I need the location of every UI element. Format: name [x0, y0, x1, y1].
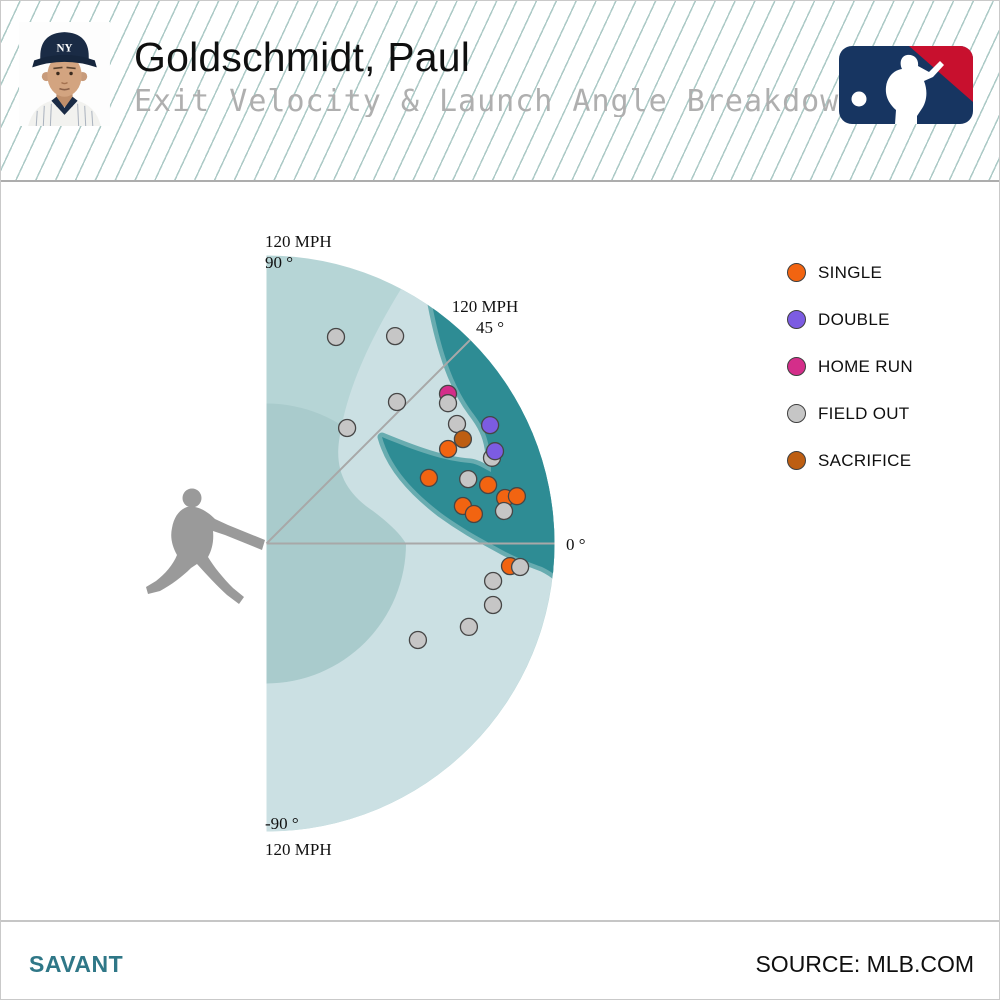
axis-labels: 120 MPH 90 ° 120 MPH 45 ° 0 ° -90 ° 120 MPH: [265, 232, 586, 859]
axis-label: -90 °: [265, 814, 299, 833]
axis-label: 120 MPH: [265, 840, 332, 859]
savant-brand: SAVANT: [29, 951, 124, 977]
ev-la-polar-chart: 120 MPH 90 ° 120 MPH 45 ° 0 ° -90 ° 120 MPH: [146, 232, 586, 859]
point-field_out[interactable]: [408, 630, 428, 650]
point-single[interactable]: [507, 487, 527, 506]
point-field_out[interactable]: [483, 571, 503, 591]
legend-label: SACRIFICE: [818, 450, 912, 470]
axis-label: 0 °: [566, 535, 586, 554]
header: NY Goldschmidt, Paul Exit Velocity & Lau…: [1, 1, 999, 182]
point-field_out[interactable]: [326, 327, 346, 347]
point-single[interactable]: [464, 504, 484, 524]
axis-label: 45 °: [476, 318, 504, 337]
legend-item-double[interactable]: DOUBLE: [787, 296, 913, 343]
field_out-swatch-icon: [787, 404, 806, 423]
point-single[interactable]: [419, 468, 439, 488]
point-field_out[interactable]: [483, 595, 503, 615]
point-field_out[interactable]: [459, 469, 478, 489]
point-field_out[interactable]: [510, 557, 530, 577]
legend-item-sacrifice[interactable]: SACRIFICE: [787, 437, 913, 484]
outcome-legend: SINGLE DOUBLE HOME RUN FIELD OUT SACRIFICE: [787, 249, 913, 484]
point-field_out[interactable]: [438, 394, 458, 413]
legend-label: FIELD OUT: [818, 403, 910, 423]
point-field_out[interactable]: [387, 392, 407, 412]
legend-item-field_out[interactable]: FIELD OUT: [787, 390, 913, 437]
mlb-logo-icon: [839, 46, 973, 124]
point-double[interactable]: [485, 442, 505, 461]
density-contour-high: [382, 301, 555, 579]
point-single[interactable]: [438, 439, 458, 459]
page-subtitle: Exit Velocity & Launch Angle Breakdown: [134, 87, 839, 117]
point-field_out[interactable]: [337, 418, 357, 438]
player-headshot: NY: [19, 22, 110, 126]
launch-angle-45-line: [265, 339, 471, 545]
source-credit: SOURCE: MLB.COM: [755, 951, 974, 977]
home_run-swatch-icon: [787, 357, 806, 376]
point-double[interactable]: [480, 415, 500, 435]
legend-label: HOME RUN: [818, 356, 913, 376]
axis-label: 120 MPH: [452, 297, 519, 316]
axis-label: 120 MPH: [265, 232, 332, 251]
axis-label: 90 °: [265, 253, 293, 272]
legend-item-home_run[interactable]: HOME RUN: [787, 343, 913, 390]
point-field_out[interactable]: [447, 414, 467, 434]
legend-item-single[interactable]: SINGLE: [787, 249, 913, 296]
footer: SAVANT SOURCE: MLB.COM: [1, 920, 999, 999]
point-field_out[interactable]: [494, 501, 514, 521]
sacrifice-swatch-icon: [787, 451, 806, 470]
double-swatch-icon: [787, 310, 806, 329]
point-field_out[interactable]: [459, 617, 479, 637]
legend-label: DOUBLE: [818, 309, 890, 329]
page-title: Goldschmidt, Paul: [134, 34, 471, 80]
single-swatch-icon: [787, 263, 806, 282]
batter-silhouette-icon: [146, 488, 265, 604]
point-sacrifice[interactable]: [453, 429, 473, 449]
batted-ball-points: [326, 326, 530, 650]
svg-text:NY: NY: [56, 42, 72, 54]
point-field_out[interactable]: [385, 326, 405, 346]
legend-label: SINGLE: [818, 262, 883, 282]
point-single[interactable]: [478, 475, 498, 495]
